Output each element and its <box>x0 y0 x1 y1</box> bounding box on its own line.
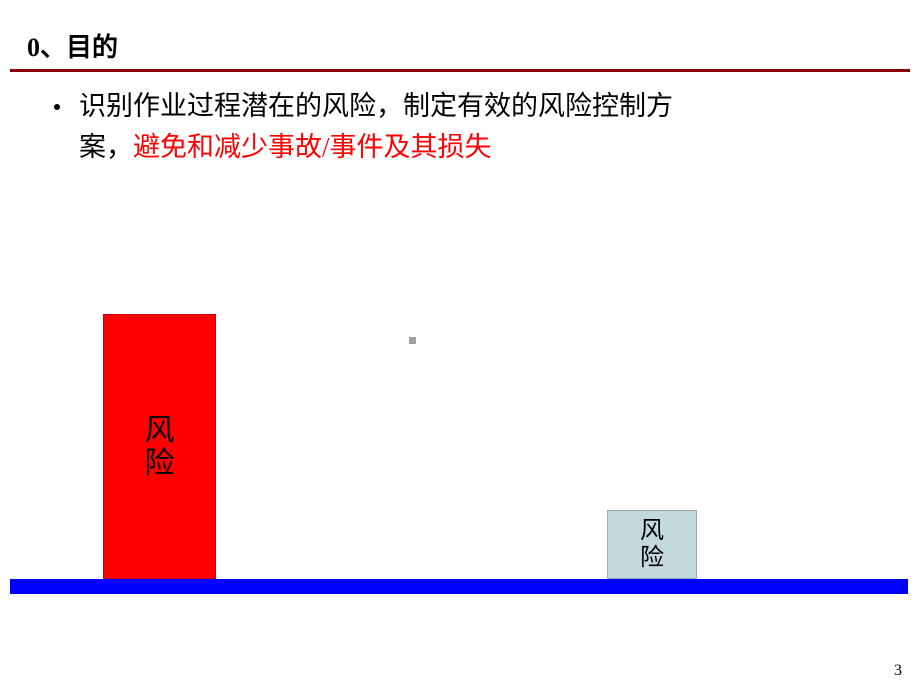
slide-title: 0、目的 <box>27 27 118 64</box>
bullet-part-2: 案， <box>79 132 133 162</box>
bar-small-label: 风险 <box>640 518 664 571</box>
bar-large-label-text: 风险 <box>145 414 175 480</box>
bar-large-label: 风险 <box>145 414 175 480</box>
bullet-text: 识别作业过程潜在的风险，制定有效的风险控制方 案，避免和减少事故/事件及其损失 <box>79 86 673 167</box>
chart-marker-icon <box>409 337 416 344</box>
bullet-dot <box>54 104 60 110</box>
bullet-part-1: 识别作业过程潜在的风险，制定有效的风险控制方 <box>79 91 673 121</box>
page-number: 3 <box>894 662 902 680</box>
bar-small-label-text: 风险 <box>640 518 664 570</box>
bar-small: 风险 <box>607 510 697 579</box>
bar-large: 风险 <box>103 314 216 579</box>
chart-baseline <box>10 579 908 594</box>
slide: 0、目的 识别作业过程潜在的风险，制定有效的风险控制方 案，避免和减少事故/事件… <box>0 0 920 690</box>
title-separator <box>10 69 910 72</box>
bullet-part-3: 避免和减少事故/事件及其损失 <box>133 132 492 162</box>
